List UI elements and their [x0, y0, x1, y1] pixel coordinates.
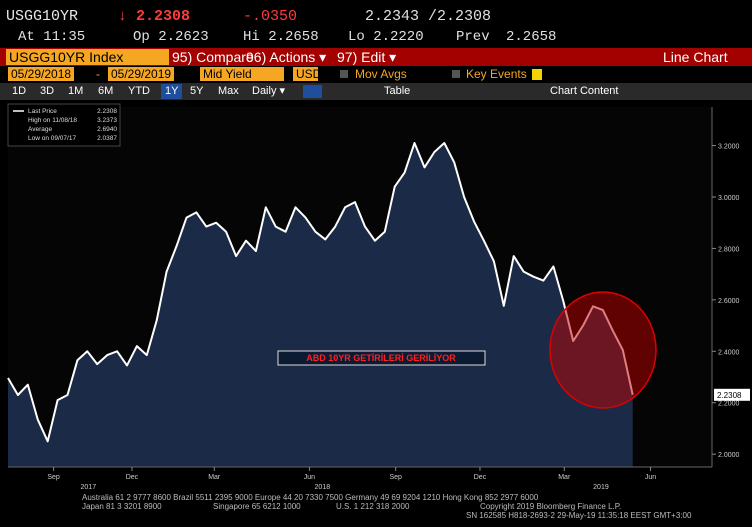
prev-label: Prev	[456, 29, 490, 45]
annotation: ABD 10YR GETİRİLERİ GERİLİYOR	[306, 353, 456, 363]
period-button[interactable]: 3D	[40, 85, 55, 97]
x-tick-label: Mar	[208, 474, 221, 481]
period-button[interactable]: 6M	[98, 85, 114, 97]
legend-box	[7, 103, 121, 147]
y-tick-label: 2.8000	[718, 246, 740, 253]
footer-line: Australia 61 2 9777 8600 Brazil 5511 239…	[82, 493, 539, 502]
footer-item: Singapore 65 6212 1000	[213, 502, 301, 511]
x-tick-label: Sep	[389, 474, 402, 481]
change: -.0350	[243, 8, 298, 25]
security-input[interactable]: USGG10YR Index	[6, 49, 169, 65]
table-button[interactable]: Table	[384, 85, 411, 97]
legend-label: High on 11/08/18	[28, 117, 77, 124]
period-button[interactable]: 1Y	[161, 84, 183, 99]
price-line	[7, 142, 634, 443]
prev: 2.2658	[506, 29, 557, 45]
legend-label: Average	[28, 126, 52, 133]
year-label: 2019	[593, 484, 609, 490]
info-icon	[532, 69, 542, 80]
y-tick-label: 2.6000	[718, 298, 740, 305]
y-tick-label: 3.2000	[718, 144, 740, 151]
start-date[interactable]: 05/29/2018	[8, 67, 75, 81]
open: Op 2.2623	[133, 29, 209, 45]
last-price: ↓ 2.2308	[118, 8, 191, 25]
edit-button[interactable]: 97) Edit ▾	[337, 49, 397, 65]
highlight-circle	[549, 291, 657, 409]
key-events[interactable]: Key Events	[466, 67, 527, 81]
chart-content[interactable]: Chart Content	[550, 85, 619, 97]
year-label: 2017	[81, 484, 97, 490]
field-select[interactable]: Mid Yield	[200, 67, 284, 81]
last-price-tag	[714, 388, 750, 401]
period-button[interactable]: Max	[218, 85, 239, 97]
legend-value: 2.6940	[97, 126, 117, 133]
footer-item: Japan 81 3 3201 8900	[82, 502, 162, 511]
frequency[interactable]: Daily ▾	[252, 85, 286, 97]
area	[8, 143, 633, 467]
mov-avgs-checkbox[interactable]	[340, 70, 348, 78]
period-button[interactable]: 1M	[68, 85, 84, 97]
chart-icon[interactable]	[303, 85, 322, 98]
x-tick-label: Mar	[558, 474, 571, 481]
bid-ask: 2.2343 /2.2308	[365, 8, 492, 25]
x-tick-label: Jun	[645, 474, 656, 481]
view-label: Line Chart	[663, 49, 728, 65]
currency-select[interactable]: USD	[293, 67, 321, 81]
actions-button[interactable]: 96) Actions ▾	[246, 49, 327, 65]
x-tick-label: Jun	[304, 474, 315, 481]
period-button[interactable]: YTD	[128, 85, 150, 97]
legend-label: Last Price	[28, 108, 57, 115]
ticker: USGG10YR	[6, 8, 79, 25]
legend-value: 3.2373	[97, 117, 117, 124]
period-bar	[0, 83, 752, 100]
x-tick-label: Sep	[47, 474, 60, 481]
chart: 2.0000 2.2000 2.4000 2.6000 2.8000 3.0000 3.20…	[0, 100, 752, 490]
year-label: 2018	[315, 484, 331, 490]
legend-label: Low on 09/07/17	[28, 135, 76, 142]
y-tick-label: 2.4000	[718, 349, 740, 356]
x-tick-label: Dec	[474, 474, 487, 481]
mov-avgs[interactable]: Mov Avgs	[355, 67, 407, 81]
footer-line: SN 162585 H818-2693-2 29-May-19 11:35:18…	[466, 511, 692, 520]
end-date[interactable]: 05/29/2019	[108, 67, 175, 81]
y-tick-label: 2.0000	[718, 452, 740, 459]
low: Lo 2.2220	[348, 29, 424, 45]
last-price-tag-label: 2.2308	[717, 391, 742, 400]
footer-item: Copyright 2019 Bloomberg Finance L.P.	[480, 502, 622, 511]
x-tick-label: Dec	[126, 474, 139, 481]
y-tick-label: 2.2000	[718, 401, 740, 408]
toolbar	[0, 48, 752, 66]
legend-value: 2.2308	[97, 108, 117, 115]
footer-item: U.S. 1 212 318 2000	[336, 502, 410, 511]
high: Hi 2.2658	[243, 29, 319, 45]
date-separator: -	[96, 67, 100, 81]
key-events-checkbox[interactable]	[452, 70, 460, 78]
compare-button[interactable]: 95) Compare	[172, 49, 254, 65]
y-tick-label: 3.0000	[718, 195, 740, 202]
annotation-box	[277, 350, 486, 366]
period-button[interactable]: 1D	[12, 85, 27, 97]
period-button[interactable]: 5Y	[190, 85, 204, 97]
legend-value: 2.0387	[97, 135, 117, 142]
time: At 11:35	[18, 29, 86, 45]
